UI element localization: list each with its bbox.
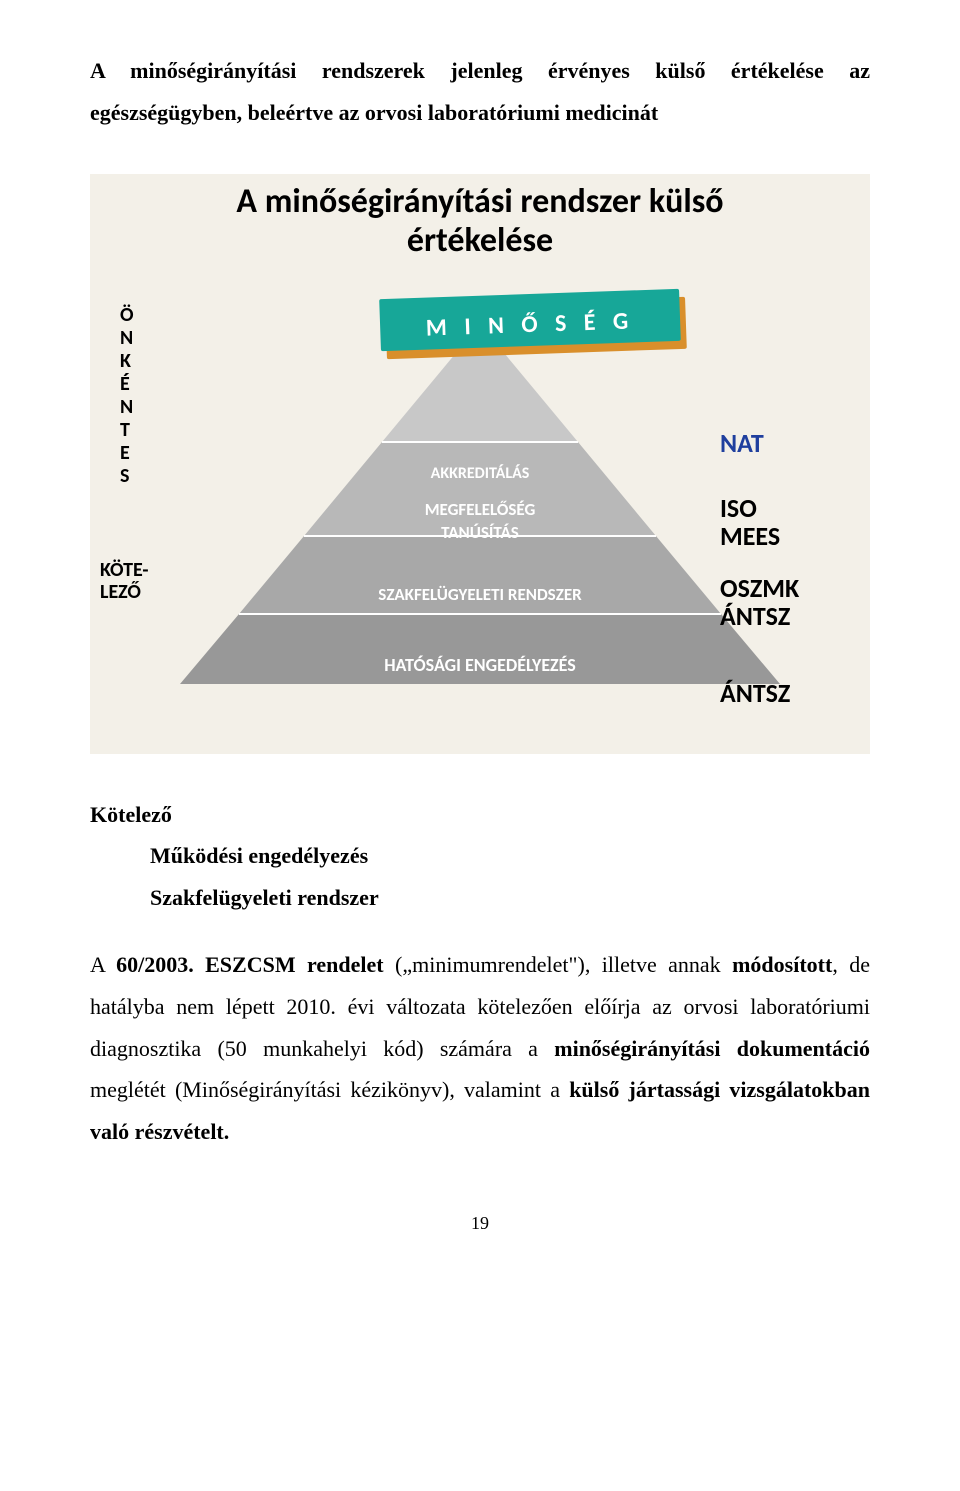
- body-c: („minimumrendelet"), illetve annak: [384, 952, 733, 977]
- pyramid-diagram: A minőségirányítási rendszer külső érték…: [90, 174, 870, 754]
- right-label-3: OSZMK: [720, 574, 799, 603]
- right-label-0: NAT: [720, 429, 764, 458]
- body-f: minőségirányítási dokumentáció: [554, 1036, 870, 1061]
- left-vertical-label: ÖNKÉNTES: [120, 304, 136, 488]
- intro-text: A minőségirányítási rendszerek jelenleg …: [90, 50, 870, 134]
- diagram-title-line1: A minőségirányítási rendszer külső: [236, 181, 723, 222]
- body-g: meglétét (Minőségirányítási kézikönyv), …: [90, 1077, 569, 1102]
- section-block: Kötelező Működési engedélyezés Szakfelüg…: [90, 794, 870, 919]
- section-line1: Működési engedélyezés: [90, 835, 870, 877]
- kotelezo-heading: Kötelező: [90, 794, 870, 836]
- kotelezo-l1: KÖTE-: [100, 558, 149, 582]
- right-label-4: ÁNTSZ: [720, 602, 790, 631]
- right-label-5: ÁNTSZ: [720, 679, 790, 708]
- pyramid-label-0: AKKREDITÁLÁS: [90, 464, 870, 483]
- right-label-1: ISO: [720, 494, 757, 523]
- diagram-title-line2: értékelése: [407, 220, 553, 261]
- right-label-2: MEES: [720, 522, 780, 551]
- banner-wrap: M I N Ő S É G: [379, 288, 681, 358]
- banner-label: M I N Ő S É G: [379, 288, 681, 358]
- section-line2: Szakfelügyeleti rendszer: [90, 877, 870, 919]
- body-d: módosított: [732, 952, 832, 977]
- body-a: A: [90, 952, 116, 977]
- body-b: 60/2003. ESZCSM rendelet: [116, 952, 384, 977]
- pyramid-label-4: HATÓSÁGI ENGEDÉLYEZÉS: [90, 654, 870, 676]
- body-paragraph: A 60/2003. ESZCSM rendelet („minimumrend…: [90, 944, 870, 1153]
- diagram-title: A minőségirányítási rendszer külső érték…: [90, 182, 870, 260]
- page-number: 19: [90, 1213, 870, 1234]
